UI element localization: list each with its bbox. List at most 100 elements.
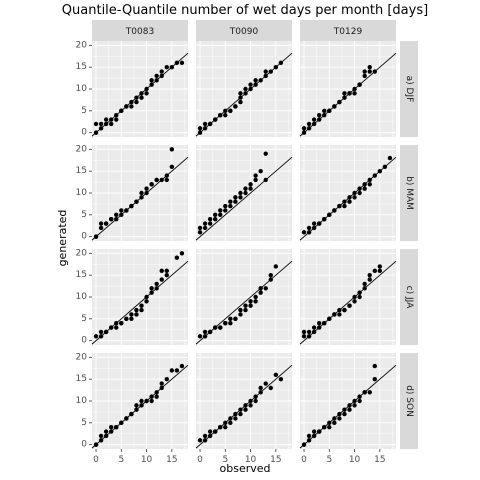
- data-point: [154, 286, 159, 291]
- data-point: [144, 86, 149, 92]
- data-point: [238, 307, 243, 313]
- data-point: [306, 433, 312, 439]
- data-point: [139, 403, 144, 408]
- data-point: [93, 442, 99, 447]
- data-point: [124, 208, 129, 213]
- data-point: [362, 281, 367, 287]
- data-point: [238, 95, 243, 100]
- data-point: [103, 433, 109, 439]
- data-point: [301, 442, 307, 447]
- panel-t0090-a-djf: [195, 41, 293, 137]
- data-point: [367, 272, 372, 278]
- data-point: [149, 394, 154, 399]
- y-tick-label: 0: [81, 232, 87, 242]
- data-point: [352, 294, 357, 300]
- data-point: [352, 299, 357, 304]
- data-point: [263, 286, 268, 291]
- data-point: [154, 78, 159, 83]
- data-point: [306, 334, 312, 339]
- y-tick-label: 5: [81, 314, 87, 324]
- data-point: [357, 190, 362, 196]
- data-point: [238, 312, 243, 317]
- data-point: [311, 429, 317, 434]
- data-point: [197, 438, 203, 443]
- data-point: [228, 320, 233, 326]
- data-point: [164, 177, 169, 183]
- panel-t0129-a-djf: [299, 41, 397, 137]
- y-tick-label: 20: [76, 144, 88, 154]
- data-point: [129, 411, 134, 417]
- data-point: [119, 420, 124, 426]
- data-point: [258, 390, 263, 395]
- data-point: [317, 429, 322, 434]
- data-point: [119, 108, 124, 114]
- data-point: [207, 216, 213, 222]
- column-strip-t0083: [92, 20, 188, 41]
- data-point: [372, 69, 377, 74]
- data-point: [248, 86, 253, 92]
- data-point: [367, 177, 372, 183]
- data-point: [119, 208, 124, 213]
- data-point: [202, 221, 208, 226]
- data-point: [218, 208, 223, 213]
- data-point: [243, 190, 248, 196]
- data-point: [109, 325, 114, 330]
- data-point: [268, 385, 273, 391]
- data-point: [223, 203, 228, 209]
- x-tick-label: 15: [166, 455, 177, 465]
- data-point: [238, 195, 243, 200]
- data-point: [311, 225, 317, 231]
- data-point: [243, 86, 248, 92]
- data-point: [202, 121, 208, 127]
- data-point: [93, 130, 99, 135]
- data-point: [342, 91, 347, 96]
- data-point: [357, 82, 362, 87]
- data-point: [134, 312, 139, 317]
- data-point: [263, 381, 268, 386]
- data-point: [144, 186, 149, 191]
- y-tick-label: 15: [76, 270, 87, 280]
- data-point: [253, 82, 258, 87]
- data-point: [169, 368, 175, 373]
- data-point: [139, 303, 144, 308]
- data-point: [139, 307, 144, 313]
- data-point: [342, 407, 347, 412]
- row-strip-b-mam: [400, 145, 418, 241]
- panel-t0129-b-mam: [299, 145, 397, 241]
- data-point: [233, 416, 238, 421]
- data-point: [367, 182, 372, 187]
- data-point: [124, 104, 129, 109]
- data-point: [387, 155, 393, 161]
- data-point: [144, 91, 149, 96]
- data-point: [311, 221, 317, 226]
- data-point: [207, 433, 213, 439]
- data-point: [228, 416, 233, 421]
- data-point: [352, 398, 357, 404]
- data-point: [243, 407, 248, 412]
- data-point: [311, 433, 317, 439]
- data-point: [197, 230, 203, 235]
- column-strip-label: T0083: [125, 27, 154, 37]
- column-strip-t0090: [196, 20, 292, 41]
- data-point: [202, 329, 208, 335]
- data-point: [337, 203, 342, 209]
- data-point: [238, 91, 243, 96]
- data-point: [357, 394, 362, 399]
- data-point: [149, 286, 154, 291]
- y-tick-label: 5: [81, 210, 87, 220]
- x-tick-label: 0: [197, 455, 203, 465]
- data-point: [114, 212, 119, 218]
- data-point: [223, 108, 228, 114]
- data-point: [159, 385, 164, 391]
- data-point: [169, 64, 175, 70]
- data-point: [362, 286, 367, 291]
- data-point: [362, 182, 367, 187]
- data-point: [98, 438, 104, 443]
- data-point: [362, 73, 367, 79]
- panel-t0129-c-jja: [299, 249, 397, 345]
- data-point: [322, 216, 327, 222]
- data-point: [342, 95, 347, 100]
- data-point: [233, 316, 238, 322]
- data-point: [159, 69, 164, 74]
- row-strip-a-djf: [400, 41, 418, 137]
